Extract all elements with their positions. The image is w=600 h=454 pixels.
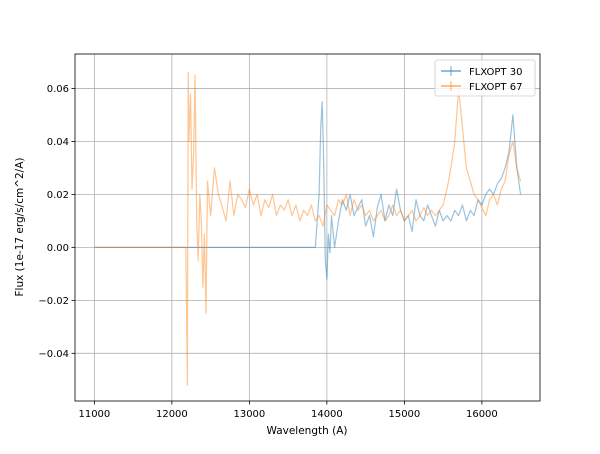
x-tick-label: 11000 (78, 409, 110, 420)
y-axis-label: Flux (1e-17 erg/s/cm^2/A) (14, 158, 26, 297)
legend: FLXOPT 30 FLXOPT 67 (434, 59, 536, 97)
x-tick-label: 14000 (311, 409, 343, 420)
series-line-1 (94, 101, 522, 280)
x-tick-label: 15000 (388, 409, 420, 420)
x-tick-label: 16000 (466, 409, 498, 420)
y-tick-label: −0.04 (38, 349, 69, 360)
x-tick-label: 13000 (233, 409, 265, 420)
legend-label: FLXOPT 30 (469, 67, 522, 78)
y-tick-label: −0.02 (38, 296, 69, 307)
y-tick-label: 0.06 (47, 84, 69, 95)
y-tick-label: 0.04 (47, 137, 69, 148)
axis-ticks: 11000 12000 13000 14000 15000 16000 −0.04 −0.02… (38, 84, 497, 420)
y-tick-label: 0.00 (47, 243, 69, 254)
series-line-2 (94, 71, 522, 386)
plot-frame (74, 53, 541, 402)
legend-label: FLXOPT 67 (469, 82, 522, 93)
grid-lines (75, 54, 540, 401)
legend-box (434, 59, 536, 97)
x-axis-label: Wavelength (A) (266, 425, 347, 437)
y-tick-label: 0.02 (47, 190, 69, 201)
plot-area (75, 54, 540, 401)
series-lines (94, 71, 522, 386)
x-tick-label: 12000 (156, 409, 188, 420)
